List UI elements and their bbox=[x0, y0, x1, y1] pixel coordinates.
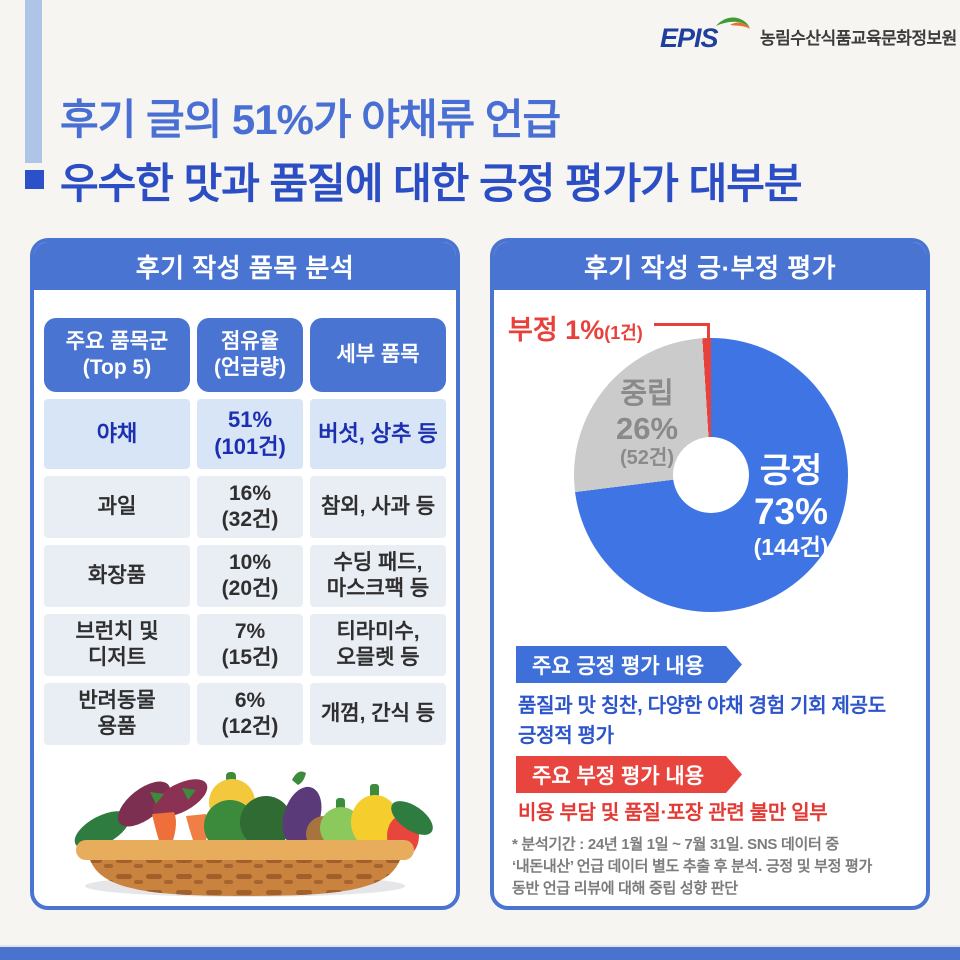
neutral-pct-text: 26% bbox=[615, 411, 679, 447]
headline-line1: 후기 글의 51%가 야채류 언급 bbox=[60, 96, 561, 143]
table-cell-item: 과일 bbox=[44, 476, 190, 538]
table-cell-detail: 수딩 패드, 마스크팩 등 bbox=[310, 545, 446, 607]
bottom-bar bbox=[0, 947, 960, 960]
table-cell-share: 16% (32건) bbox=[197, 476, 303, 538]
table-cell-detail: 티라미수, 오믈렛 등 bbox=[310, 614, 446, 676]
analysis-footnote: * 분석기간 : 24년 1월 1일 ~ 7월 31일. SNS 데이터 중 ‘… bbox=[512, 836, 872, 898]
table-cell-detail: 개껌, 간식 등 bbox=[310, 683, 446, 745]
title-decoration-square bbox=[25, 170, 44, 189]
epis-logo-text: EPIS bbox=[660, 23, 719, 53]
sentiment-panel: 후기 작성 긍·부정 평가 부정 1%(1건) 중립 26% (52건) 긍정 … bbox=[490, 238, 930, 910]
positive-name-text: 긍정 bbox=[759, 452, 823, 490]
item-analysis-panel: 후기 작성 품목 분석 주요 품목군 (Top 5) 점유율 (언급량) 세부 … bbox=[30, 238, 460, 910]
table-cell-share: 10% (20건) bbox=[197, 545, 303, 607]
donut-chart: 중립 26% (52건) 긍정 73% (144건) bbox=[574, 338, 848, 612]
negative-pct-text: 부정 1% bbox=[508, 315, 605, 345]
table-cell-item: 야채 bbox=[44, 399, 190, 469]
neutral-name-text: 중립 bbox=[620, 378, 674, 410]
title-decoration-bar bbox=[25, 0, 42, 163]
table-cell-share: 51% (101건) bbox=[197, 399, 303, 469]
logo-swoosh-orange bbox=[730, 22, 750, 29]
left-panel-title: 후기 작성 품목 분석 bbox=[34, 242, 456, 290]
positive-count-text: (144건) bbox=[753, 533, 829, 560]
vegetable-basket-icon bbox=[74, 771, 433, 897]
pie-label-positive: 긍정 73% (144건) bbox=[724, 452, 858, 560]
table-cell-detail: 버섯, 상추 등 bbox=[310, 399, 446, 469]
item-analysis-table: 주요 품목군 (Top 5) 점유율 (언급량) 세부 품목 야채 51% (1… bbox=[44, 318, 446, 745]
headline-line2: 우수한 맛과 품질에 대한 긍정 평가가 대부분 bbox=[60, 160, 803, 207]
donut-hole bbox=[673, 437, 749, 513]
pie-label-negative: 부정 1%(1건) bbox=[508, 308, 643, 347]
table-cell-item: 반려동물 용품 bbox=[44, 683, 190, 745]
right-panel-title: 후기 작성 긍·부정 평가 bbox=[494, 242, 926, 290]
negative-summary-text: 비용 부담 및 품질·포장 관련 불만 일부 bbox=[518, 802, 828, 824]
positive-pct-text: 73% bbox=[753, 491, 829, 533]
positive-summary-text: 품질과 맛 칭찬, 다양한 야채 경험 기회 제공도 긍정적 평가 bbox=[518, 695, 886, 748]
epis-logo-icon: EPIS bbox=[660, 17, 750, 53]
table-header-share: 점유율 (언급량) bbox=[197, 318, 303, 392]
header-logo: EPIS 농림수산식품교육문화정보원 bbox=[660, 16, 957, 56]
pie-label-neutral: 중립 26% (52건) bbox=[584, 378, 710, 470]
negative-leader-line-v bbox=[707, 323, 710, 347]
table-cell-share: 6% (12건) bbox=[197, 683, 303, 745]
table-cell-item: 브런치 및 디저트 bbox=[44, 614, 190, 676]
positive-summary-banner: 주요 긍정 평가 내용 bbox=[516, 646, 742, 683]
neutral-count-text: (52건) bbox=[620, 446, 674, 469]
bottom-divider bbox=[0, 945, 960, 947]
table-header-item-group: 주요 품목군 (Top 5) bbox=[44, 318, 190, 392]
negative-leader-line-h bbox=[654, 323, 710, 326]
negative-summary-banner: 주요 부정 평가 내용 bbox=[516, 756, 742, 793]
logo-swoosh-green bbox=[716, 17, 750, 28]
negative-count-text: (1건) bbox=[604, 323, 643, 343]
table-header-detail: 세부 품목 bbox=[310, 318, 446, 392]
org-name: 농림수산식품교육문화정보원 bbox=[760, 28, 957, 48]
table-cell-share: 7% (15건) bbox=[197, 614, 303, 676]
table-cell-detail: 참외, 사과 등 bbox=[310, 476, 446, 538]
table-cell-item: 화장품 bbox=[44, 545, 190, 607]
